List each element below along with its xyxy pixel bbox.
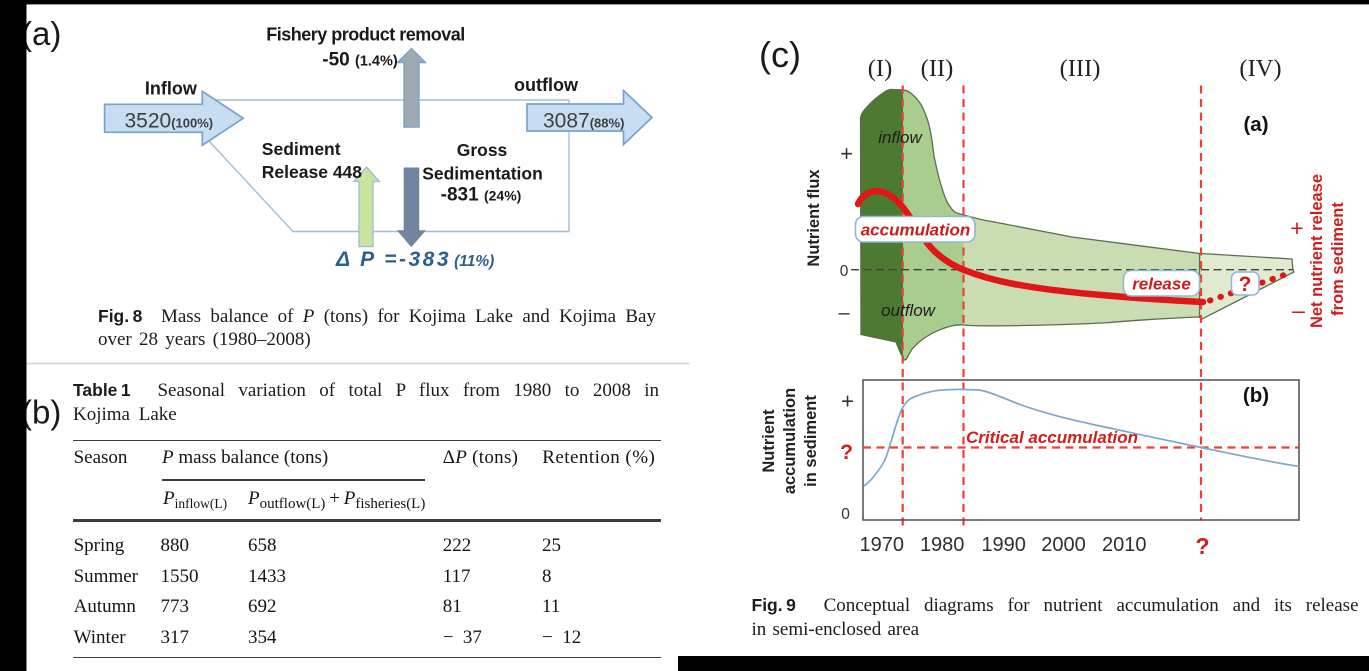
svg-text:1970: 1970 [860,534,905,556]
svg-text:in sediment: in sediment [802,395,820,487]
svg-text:Fishery product removal: Fishery product removal [266,25,465,45]
svg-text:(c): (c) [759,34,801,75]
svg-text:Sedimentation: Sedimentation [422,164,543,184]
svg-text:outflow: outflow [514,75,579,95]
svg-text:(II): (II) [921,55,954,82]
svg-text:accumulation: accumulation [861,221,971,240]
svg-text:Nutrient flux: Nutrient flux [805,169,823,267]
svg-text:Sediment: Sediment [262,139,341,159]
svg-text:(b): (b) [1243,384,1269,407]
svg-text:–: – [838,302,850,324]
svg-text:2000: 2000 [1041,534,1086,556]
svg-text:+: + [1290,215,1303,241]
svg-text:?: ? [1195,533,1209,559]
svg-text:Net nutrient release: Net nutrient release [1308,174,1326,328]
svg-text:(a): (a) [1243,113,1268,136]
svg-text:+: + [841,389,854,414]
svg-text:outflow: outflow [881,301,937,320]
svg-text:release: release [1132,275,1191,294]
svg-text:(IV): (IV) [1239,55,1281,82]
svg-text:1980: 1980 [920,534,965,556]
svg-text:?: ? [1239,273,1252,296]
svg-text:(b): (b) [21,393,61,430]
svg-text:(III): (III) [1060,55,1101,82]
svg-text:from sediment: from sediment [1329,202,1347,316]
svg-text:accumulation: accumulation [781,388,799,494]
svg-text:2010: 2010 [1102,534,1147,556]
svg-text:(I): (I) [868,55,892,82]
svg-text:Nutrient: Nutrient [760,409,778,473]
svg-text:1990: 1990 [981,534,1026,556]
svg-text:Gross: Gross [457,140,508,160]
svg-text:inflow: inflow [878,128,923,147]
svg-text:-50 (1.4%): -50 (1.4%) [322,50,398,71]
svg-text:Release 448: Release 448 [262,162,362,182]
svg-text:0: 0 [841,506,850,523]
svg-text:?: ? [840,441,853,464]
svg-text:3087(88%): 3087(88%) [543,110,624,133]
svg-text:Critical accumulation: Critical accumulation [966,428,1138,447]
svg-text:(a): (a) [21,15,61,52]
svg-text:–: – [1292,297,1305,323]
svg-text:3520(100%): 3520(100%) [125,110,214,133]
svg-text:0: 0 [840,263,849,280]
svg-text:Inflow: Inflow [145,79,198,99]
svg-text:-831 (24%): -831 (24%) [441,185,522,206]
svg-text:Δ P =-383 (11%): Δ P =-383 (11%) [335,248,494,271]
svg-text:+: + [840,141,853,166]
